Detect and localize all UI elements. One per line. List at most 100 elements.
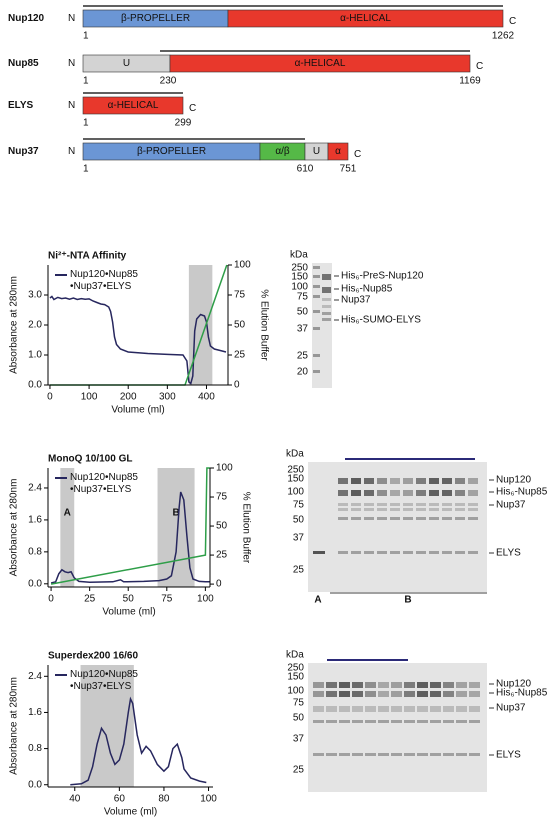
gel-band: [339, 682, 350, 688]
y-axis-label: Absorbance at 280nm: [9, 276, 20, 374]
marker-label: 37: [293, 533, 305, 544]
gel-band: [351, 551, 361, 554]
gel-band: [404, 691, 415, 697]
gel-band: [352, 682, 363, 688]
gel-band: [364, 508, 374, 511]
gel-band: [364, 490, 374, 496]
gel-band: [456, 691, 467, 697]
marker-label: 250: [287, 465, 304, 476]
y-tick-label: 1.6: [28, 707, 42, 718]
gel-band: [390, 490, 400, 496]
x-tick-label: 300: [159, 392, 176, 403]
gel-band: [364, 503, 374, 506]
gel-band: [364, 551, 374, 554]
residue-number: 230: [160, 76, 177, 87]
y2-tick-label: 50: [234, 320, 246, 331]
gel-band: [339, 709, 350, 712]
band-label: Nup37: [496, 703, 526, 714]
gel-band: [417, 691, 428, 697]
gel-band: [390, 478, 400, 484]
gel-band: [313, 295, 320, 298]
gel-band: [468, 517, 478, 520]
gel-band: [416, 508, 426, 511]
x-tick-label: 100: [197, 594, 214, 605]
gel-band: [377, 517, 387, 520]
protein-name: Nup85: [8, 58, 39, 69]
gel-band: [351, 508, 361, 511]
gel-band: [313, 285, 320, 288]
band-label: Nup120: [496, 475, 531, 486]
gel-band: [416, 551, 426, 554]
gel-band: [313, 753, 324, 756]
gel-band: [404, 753, 415, 756]
gel-band: [326, 682, 337, 688]
y-tick-label: 3.0: [28, 290, 42, 301]
gel-band: [326, 720, 337, 723]
lane-label: B: [404, 595, 411, 606]
gel-band: [352, 753, 363, 756]
gel-band: [404, 709, 415, 712]
trace: [50, 467, 210, 585]
gel-band: [417, 709, 428, 712]
gel-band: [352, 706, 363, 709]
marker-label: 50: [293, 515, 305, 526]
legend-entry: Nup120•Nup85 •Nup37•ELYS: [70, 269, 138, 292]
trace: [70, 696, 207, 786]
gel-band: [351, 478, 361, 484]
gel-band: [442, 508, 452, 511]
x-tick-label: 100: [81, 392, 98, 403]
gel-band: [404, 720, 415, 723]
marker-label: 20: [297, 367, 309, 378]
gel-band: [416, 517, 426, 520]
gel-band: [443, 706, 454, 709]
residue-number: 610: [297, 164, 314, 175]
gel-band: [365, 682, 376, 688]
residue-number: 1: [83, 31, 89, 42]
y2-tick-label: 0: [216, 579, 222, 590]
domain-label: α-HELICAL: [295, 58, 346, 69]
gel-band: [313, 310, 320, 313]
gel-band: [403, 508, 413, 511]
gel-band: [442, 551, 452, 554]
protein-name: Nup120: [8, 13, 45, 24]
y-tick-label: 2.4: [28, 483, 42, 494]
span-label: A: [64, 508, 71, 519]
gel-band: [313, 354, 320, 357]
fraction-span: [80, 665, 134, 787]
gel-band: [390, 508, 400, 511]
y-axis-label: Absorbance at 280nm: [9, 677, 20, 775]
gel-band: [469, 691, 480, 697]
x-tick-label: 200: [120, 392, 137, 403]
marker-label: 50: [293, 713, 305, 724]
gel-band: [322, 312, 331, 315]
gel-band: [313, 709, 324, 712]
n-terminus: N: [68, 13, 75, 24]
gel-band: [455, 551, 465, 554]
x-tick-label: 60: [114, 794, 126, 805]
gel-band: [403, 490, 413, 496]
gel-band: [378, 753, 389, 756]
x-tick-label: 0: [47, 392, 53, 403]
residue-number: 1169: [459, 76, 481, 87]
y2-tick-label: 0: [234, 380, 240, 391]
gel-band: [391, 691, 402, 697]
x-tick-label: 25: [84, 594, 96, 605]
gel-band: [468, 551, 478, 554]
gel-band: [322, 298, 331, 301]
y2-tick-label: 25: [216, 550, 228, 561]
gel-band: [313, 682, 324, 688]
gel-band: [365, 706, 376, 709]
c-terminus: C: [476, 61, 483, 72]
gel-band: [442, 503, 452, 506]
y2-tick-label: 75: [216, 492, 228, 503]
lane-label: A: [314, 595, 321, 606]
gel-band: [417, 682, 428, 688]
gel-band: [429, 551, 439, 554]
gel-unit: kDa: [290, 250, 308, 261]
gel-band: [351, 517, 361, 520]
gel-band: [442, 517, 452, 520]
gel-band: [455, 517, 465, 520]
gel-band: [456, 682, 467, 688]
trace: [50, 491, 210, 584]
